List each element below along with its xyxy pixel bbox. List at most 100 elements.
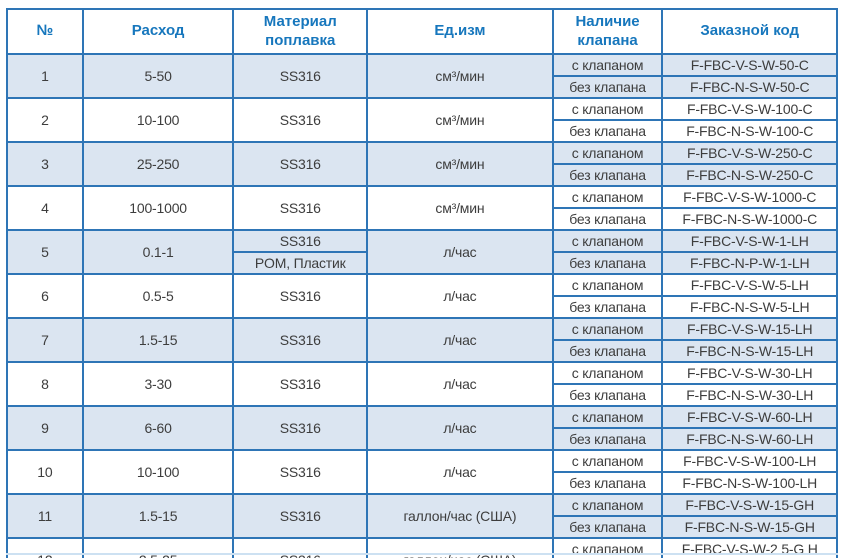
valve-option-cell: без клапана [551,75,664,99]
order-code-cell: F-FBC-N-P-W-1-LH [661,251,838,275]
order-code-cell: F-FBC-V-S-W-100-LH [661,449,838,473]
table-row: без клапана F-FBC-N-S-W-50-C [7,75,838,99]
float-material-cell: SS316 [232,53,369,99]
valve-option-cell: без клапана [551,251,664,275]
table-row: без клапана F-FBC-N-S-W-30-LH [7,383,838,407]
float-material-cell: SS316 [232,405,369,451]
valve-option-cell: с клапаном [551,361,664,385]
table-row: без клапана F-FBC-N-S-W-100-LH [7,471,838,495]
valve-option-cell: без клапана [551,295,664,319]
table-row: 6 0.5-5 SS316 л/час с клапаном F-FBC-V-S-W-5-… [6,273,838,319]
order-code-cell: F-FBC-V-S-W-15-GH [661,493,838,517]
table-row: без клапана F-FBC-N-S-W-15-GH [7,515,838,539]
valve-option-cell: без клапана [551,119,664,143]
row-number-cell: 10 [6,449,84,495]
unit-cell: см³/мин [366,53,554,99]
column-header-valve: Наличие клапана [551,8,664,55]
table-header-row: № Расход Материал поплавка Ед.изм Наличи… [6,8,838,55]
valve-option-cell: с клапаном [551,141,664,165]
valve-option-cell: с клапаном [551,97,664,121]
order-code-cell: F-FBC-V-S-W-2 5-G H [661,537,838,558]
row-number-cell: 4 [6,185,84,231]
float-material-cell: SS316 [232,185,369,231]
table-row: без клапана F-FBC-N-S-W-5-LH [7,295,838,319]
order-code-cell: F-FBC-N-S-W-250-C [661,163,838,187]
flow-range-cell: 1.5-15 [81,317,235,363]
flow-range-cell: 1.5-15 [81,493,235,539]
order-code-cell: F-FBC-V-S-W-50-C [661,53,838,77]
table-body: 1 5-50 SS316 см³/мин с клапаном F-FBC-V-S-W-5… [6,53,838,558]
column-header-number: № [6,8,84,55]
table-row: 2 10-100 SS316 см³/мин с клапаном F-FBC-V-S-W… [6,97,838,143]
valve-option-cell: с клапаном [551,185,664,209]
row-number-cell: 5 [6,229,84,275]
float-material-cell: SS316 [232,273,369,319]
valve-option-cell: с клапаном [551,537,664,558]
table-row: без клапана F-FBC-N-S-W-60-LH [7,427,838,451]
flow-range-cell: 3-30 [81,361,235,407]
unit-cell: л/час [366,449,554,495]
float-material-cell: SS316 [232,229,369,253]
row-number-cell: 3 [6,141,84,187]
valve-option-cell: с клапаном [551,317,664,341]
row-number-cell: 12 [6,537,84,558]
order-code-cell: F-FBC-V-S-W-60-LH [661,405,838,429]
order-code-cell: F-FBC-N-S-W-100-LH [661,471,838,495]
table-row: 4 100-1000 SS316 см³/мин с клапаном F-FBC-V-S… [6,185,838,231]
valve-option-cell: с клапаном [551,229,664,253]
table-row: 8 3-30 SS316 л/час с клапаном F-FBC-V-S-W-30-… [6,361,838,407]
order-code-cell: F-FBC-V-S-W-1000-C [661,185,838,209]
row-number-cell: 6 [6,273,84,319]
unit-cell: галлон/час (США) [366,537,554,558]
table-row: без клапана F-FBC-N-S-W-250-C [7,163,838,187]
order-codes-table: № Расход Материал поплавка Ед.изм Наличи… [6,8,838,558]
column-header-unit: Ед.изм [366,8,554,55]
flow-range-cell: 25-250 [81,141,235,187]
table-bottom-hairline [6,553,838,555]
float-material-cell: SS316 [232,449,369,495]
order-code-cell: F-FBC-N-S-W-60-LH [661,427,838,451]
flow-range-cell: 10-100 [81,449,235,495]
table-row: 1 5-50 SS316 см³/мин с клапаном F-FBC-V-S-W-5… [6,53,838,99]
float-material-cell: SS316 [232,537,369,558]
column-header-order-code: Заказной код [661,8,838,55]
float-material-cell: SS316 [232,317,369,363]
valve-option-cell: с клапаном [551,405,664,429]
order-code-cell: F-FBC-N-S-W-15-LH [661,339,838,363]
order-code-cell: F-FBC-V-S-W-30-LH [661,361,838,385]
valve-option-cell: с клапаном [551,53,664,77]
flow-range-cell: 5-50 [81,53,235,99]
order-code-cell: F-FBC-N-S-W-15-GH [661,515,838,539]
valve-option-cell: без клапана [551,471,664,495]
unit-cell: см³/мин [366,141,554,187]
flow-range-cell: 100-1000 [81,185,235,231]
flow-range-cell: 0.1-1 [81,229,235,275]
table-row: 9 6-60 SS316 л/час с клапаном F-FBC-V-S-W-60-… [6,405,838,451]
table-row: 10 10-100 SS316 л/час с клапаном F-FBC-V-S-W-… [6,449,838,495]
table-row: без клапана F-FBC-N-S-W-15-LH [7,339,838,363]
order-code-cell: F-FBC-V-S-W-5-LH [661,273,838,297]
row-number-cell: 8 [6,361,84,407]
order-code-cell: F-FBC-N-S-W-50-C [661,75,838,99]
valve-option-cell: без клапана [551,383,664,407]
table-row: 11 1.5-15 SS316 галлон/час (США) с клапаном F… [6,493,838,539]
float-material-cell: SS316 [232,493,369,539]
order-code-cell: F-FBC-N-S-W-1000-C [661,207,838,231]
order-code-cell: F-FBC-N-S-W-30-LH [661,383,838,407]
row-number-cell: 2 [6,97,84,143]
column-header-float-material: Материал поплавка [232,8,369,55]
valve-option-cell: без клапана [551,427,664,451]
unit-cell: л/час [366,317,554,363]
valve-option-cell: с клапаном [551,273,664,297]
order-code-cell: F-FBC-V-S-W-1-LH [661,229,838,253]
table-row: 122.5-25SS316галлон/час (США)с клапаномF… [6,537,838,558]
flow-range-cell: 0.5-5 [81,273,235,319]
valve-option-cell: с клапаном [551,493,664,517]
row-number-cell: 1 [6,53,84,99]
valve-option-cell: без клапана [551,207,664,231]
table-row: 3 25-250 SS316 см³/мин с клапаном F-FBC-V-S-W… [6,141,838,187]
flow-range-cell: 10-100 [81,97,235,143]
table-row: без клапана F-FBC-N-S-W-100-C [7,119,838,143]
column-header-flow: Расход [81,8,235,55]
